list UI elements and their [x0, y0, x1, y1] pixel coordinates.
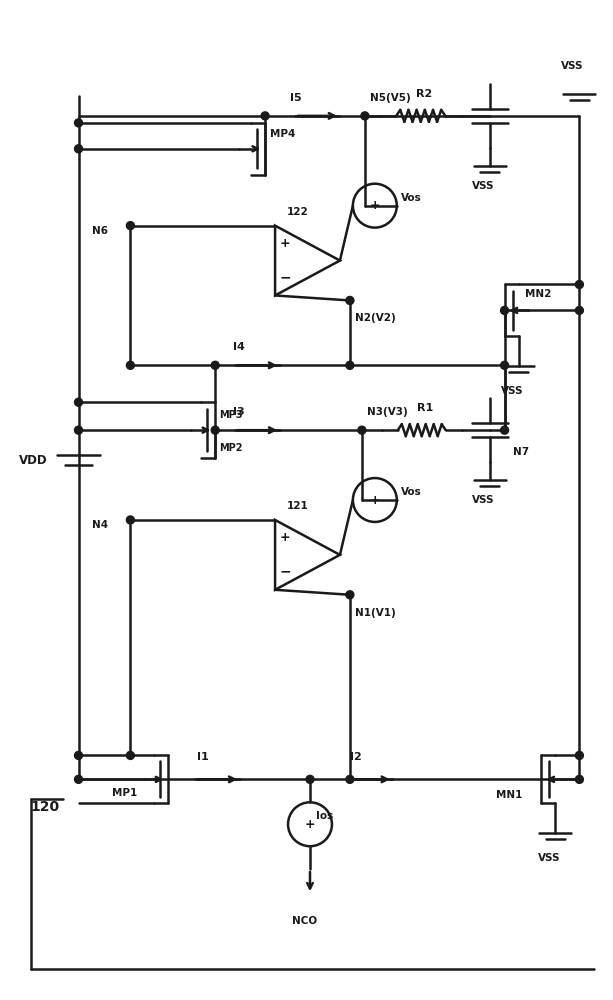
Text: MP2: MP2: [219, 443, 243, 453]
Text: +: +: [370, 494, 380, 507]
Text: I3: I3: [233, 407, 245, 417]
Text: MP3: MP3: [219, 410, 243, 420]
Circle shape: [306, 775, 314, 783]
Circle shape: [501, 306, 509, 314]
Text: MN2: MN2: [525, 289, 551, 299]
Circle shape: [501, 361, 509, 369]
Text: N6: N6: [93, 226, 109, 236]
Text: N3(V3): N3(V3): [367, 407, 408, 417]
Circle shape: [346, 361, 354, 369]
Text: VSS: VSS: [538, 853, 560, 863]
Text: R2: R2: [416, 89, 432, 99]
Text: N7: N7: [512, 447, 528, 457]
Circle shape: [75, 145, 83, 153]
Circle shape: [576, 775, 584, 783]
Circle shape: [358, 426, 366, 434]
Circle shape: [261, 112, 269, 120]
Circle shape: [346, 591, 354, 599]
Text: MP4: MP4: [270, 129, 295, 139]
Circle shape: [576, 751, 584, 759]
Circle shape: [75, 398, 83, 406]
Text: R1: R1: [417, 403, 433, 413]
Text: NCO: NCO: [292, 916, 317, 926]
Text: 121: 121: [287, 501, 309, 511]
Text: Ios: Ios: [316, 811, 333, 821]
Text: VSS: VSS: [501, 386, 523, 396]
Text: N1(V1): N1(V1): [355, 608, 395, 618]
Circle shape: [126, 516, 134, 524]
Text: VSS: VSS: [562, 61, 584, 71]
Circle shape: [75, 119, 83, 127]
Text: +: +: [280, 237, 291, 250]
Text: I2: I2: [350, 752, 362, 762]
Text: Vos: Vos: [401, 193, 422, 203]
Text: VDD: VDD: [18, 454, 47, 467]
Text: I4: I4: [233, 342, 245, 352]
Text: +: +: [280, 531, 291, 544]
Text: 120: 120: [31, 800, 59, 814]
Circle shape: [126, 361, 134, 369]
Text: VSS: VSS: [471, 181, 494, 191]
Circle shape: [126, 751, 134, 759]
Text: I1: I1: [197, 752, 209, 762]
Circle shape: [576, 306, 584, 314]
Text: MN1: MN1: [495, 790, 522, 800]
Circle shape: [211, 426, 219, 434]
Circle shape: [501, 426, 509, 434]
Text: VSS: VSS: [471, 495, 494, 505]
Circle shape: [75, 751, 83, 759]
Text: N4: N4: [93, 520, 109, 530]
Circle shape: [576, 280, 584, 288]
Circle shape: [361, 112, 369, 120]
Text: +: +: [370, 199, 380, 212]
Text: Vos: Vos: [401, 487, 422, 497]
Circle shape: [346, 296, 354, 304]
Circle shape: [126, 222, 134, 230]
Circle shape: [346, 775, 354, 783]
Circle shape: [75, 775, 83, 783]
Text: 122: 122: [287, 207, 309, 217]
Text: N2(V2): N2(V2): [355, 313, 395, 323]
Text: −: −: [280, 271, 291, 285]
Text: I5: I5: [290, 93, 302, 103]
Circle shape: [211, 361, 219, 369]
Circle shape: [75, 426, 83, 434]
Text: −: −: [280, 565, 291, 579]
Text: MP1: MP1: [112, 788, 138, 798]
Text: +: +: [305, 818, 315, 831]
Text: N5(V5): N5(V5): [370, 93, 411, 103]
